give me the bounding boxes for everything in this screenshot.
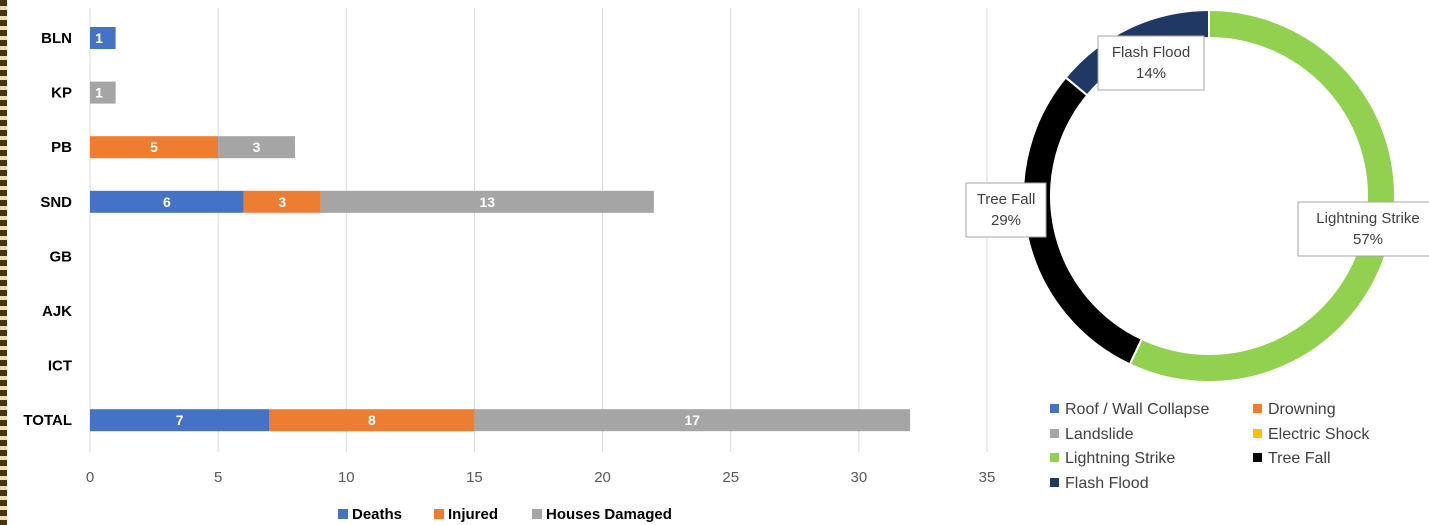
data-label: 1 [95, 30, 103, 46]
bar-segment [474, 409, 911, 432]
data-label: 3 [253, 139, 261, 155]
legend-label: Houses Damaged [546, 506, 672, 523]
bar-segment [243, 190, 321, 213]
slice-percent: 14% [1136, 65, 1166, 82]
legend-label: Deaths [352, 506, 402, 523]
data-label: 3 [278, 194, 286, 210]
legend-label: Drowning [1268, 401, 1336, 418]
bar-chart: 0 5 10 15 20 25 30 35 BLN 1 KP 1 PB 5 3 SND 6 3 13 GB AJK ICT… [23, 8, 996, 523]
slice-label: Lightning Strike [1316, 210, 1419, 227]
legend-label: Tree Fall [1268, 450, 1331, 467]
legend-swatch [1253, 429, 1262, 438]
legend-label: Injured [448, 506, 498, 523]
legend-swatch [1050, 404, 1059, 413]
x-tick-label: 35 [979, 469, 996, 486]
category-label: ICT [48, 358, 72, 375]
category-label: AJK [42, 303, 72, 320]
legend-swatch [434, 509, 444, 519]
legend-label: Flash Flood [1065, 475, 1149, 492]
frame-edge [0, 0, 7, 525]
bar-segment [269, 409, 475, 432]
slice-percent: 29% [991, 212, 1021, 229]
x-tick-label: 15 [466, 469, 483, 486]
data-label: 7 [176, 412, 184, 428]
category-label: GB [50, 248, 73, 265]
category-label: SND [40, 194, 72, 211]
callout-box [1297, 201, 1429, 257]
x-tick-label: 20 [594, 469, 611, 486]
category-label: PB [51, 139, 72, 156]
slice-label: Flash Flood [1112, 44, 1190, 61]
x-tick-label: 25 [722, 469, 739, 486]
data-label: 1 [95, 85, 103, 101]
legend-label: Roof / Wall Collapse [1065, 401, 1209, 418]
slice-label: Tree Fall [977, 191, 1036, 208]
legend-swatch [1050, 478, 1059, 487]
legend-label: Lightning Strike [1065, 450, 1175, 467]
legend-swatch [532, 509, 542, 519]
legend-swatch [1050, 429, 1059, 438]
legend-label: Electric Shock [1268, 426, 1370, 443]
bar-segment [218, 136, 296, 159]
x-tick-label: 10 [338, 469, 355, 486]
bar-segment [90, 81, 116, 104]
bar-segment [90, 190, 244, 213]
category-label: BLN [41, 30, 72, 47]
data-label: 17 [684, 412, 700, 428]
legend-swatch [1253, 453, 1262, 462]
category-label: TOTAL [23, 412, 72, 429]
x-tick-label: 30 [851, 469, 868, 486]
bar-segment [90, 27, 116, 49]
legend-label: Landslide [1065, 426, 1134, 443]
donut-chart: Lightning Strike 57% Tree Fall 29% Flash Flo… [965, 8, 1429, 492]
data-label: 8 [368, 412, 376, 428]
data-label: 5 [150, 139, 158, 155]
slice-percent: 57% [1353, 231, 1383, 248]
data-label: 13 [479, 194, 495, 210]
callout-box [1097, 35, 1205, 91]
bar-segment [320, 190, 654, 213]
x-tick-label: 5 [214, 469, 222, 486]
legend-swatch [338, 509, 348, 519]
callout-box [965, 182, 1047, 238]
x-tick-label: 0 [86, 469, 94, 486]
legend-swatch [1253, 404, 1262, 413]
legend-swatch [1050, 453, 1059, 462]
bar-segment [90, 409, 270, 432]
category-label: KP [51, 85, 72, 102]
bar-segment [90, 136, 219, 159]
data-label: 6 [163, 194, 171, 210]
